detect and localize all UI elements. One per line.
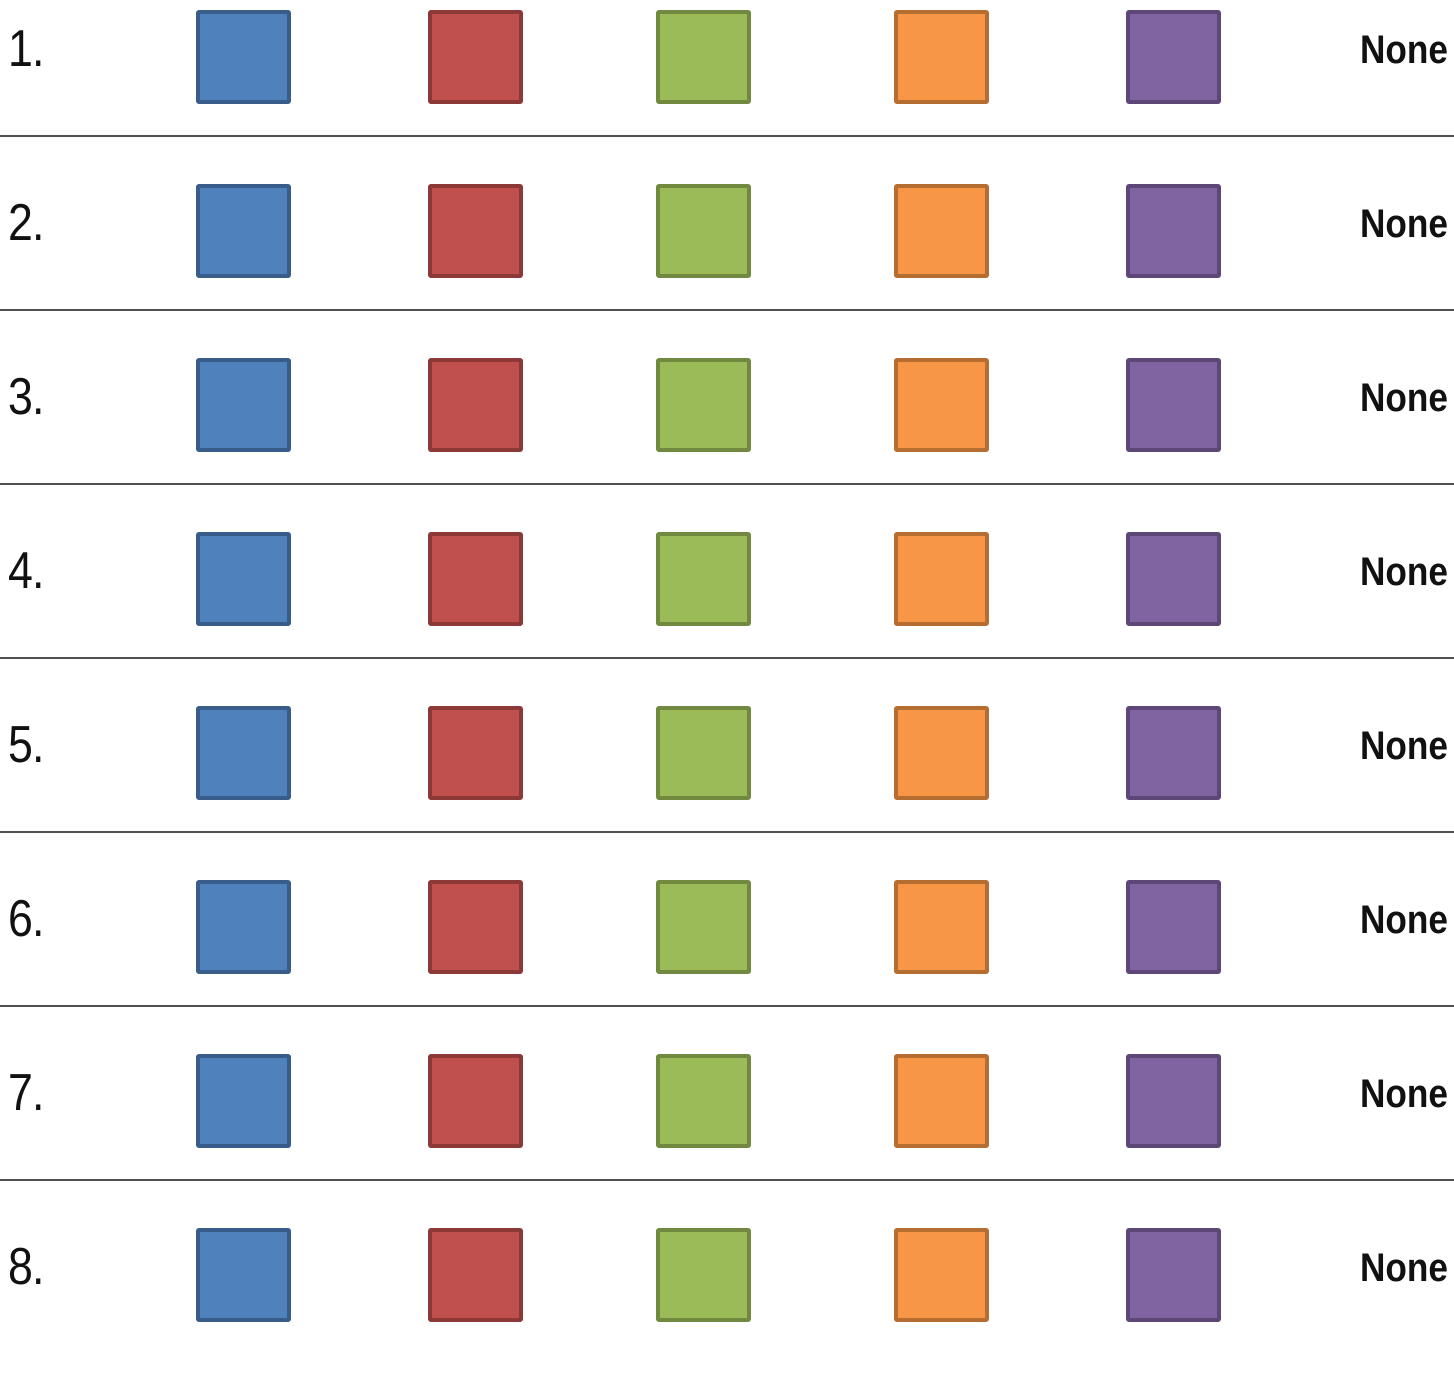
row-number: 3. [8, 368, 44, 426]
row-divider [0, 1005, 1454, 1007]
color-swatch-red[interactable] [428, 880, 523, 974]
color-swatch-green[interactable] [656, 358, 751, 452]
color-swatch-green[interactable] [656, 532, 751, 626]
color-swatch-purple[interactable] [1126, 532, 1221, 626]
row-number: 7. [8, 1064, 44, 1122]
row-number: 2. [8, 194, 44, 252]
row-divider [0, 483, 1454, 485]
color-swatch-purple[interactable] [1126, 358, 1221, 452]
none-option[interactable]: None [1360, 550, 1448, 594]
color-swatch-orange[interactable] [894, 1054, 989, 1148]
none-option[interactable]: None [1360, 898, 1448, 942]
color-swatch-purple[interactable] [1126, 1228, 1221, 1322]
color-swatch-red[interactable] [428, 706, 523, 800]
choice-row: 4. None [0, 522, 1454, 696]
color-swatch-blue[interactable] [196, 1228, 291, 1322]
row-number: 5. [8, 716, 44, 774]
row-number: 4. [8, 542, 44, 600]
none-option[interactable]: None [1360, 202, 1448, 246]
color-swatch-purple[interactable] [1126, 10, 1221, 104]
none-option[interactable]: None [1360, 1246, 1448, 1290]
color-swatch-blue[interactable] [196, 532, 291, 626]
color-swatch-purple[interactable] [1126, 1054, 1221, 1148]
row-divider [0, 309, 1454, 311]
color-swatch-green[interactable] [656, 880, 751, 974]
row-divider [0, 831, 1454, 833]
choice-row: 8. None [0, 1218, 1454, 1392]
color-swatch-orange[interactable] [894, 10, 989, 104]
color-swatch-purple[interactable] [1126, 184, 1221, 278]
row-divider [0, 135, 1454, 137]
color-swatch-red[interactable] [428, 1054, 523, 1148]
row-number: 1. [8, 20, 44, 78]
color-swatch-orange[interactable] [894, 358, 989, 452]
none-option[interactable]: None [1360, 724, 1448, 768]
color-swatch-orange[interactable] [894, 706, 989, 800]
choice-row: 2. None [0, 174, 1454, 348]
color-swatch-red[interactable] [428, 184, 523, 278]
color-swatch-orange[interactable] [894, 1228, 989, 1322]
color-swatch-orange[interactable] [894, 532, 989, 626]
color-swatch-purple[interactable] [1126, 706, 1221, 800]
color-swatch-blue[interactable] [196, 880, 291, 974]
color-swatch-green[interactable] [656, 184, 751, 278]
color-swatch-purple[interactable] [1126, 880, 1221, 974]
color-swatch-orange[interactable] [894, 880, 989, 974]
row-number: 8. [8, 1238, 44, 1296]
color-swatch-red[interactable] [428, 358, 523, 452]
none-option[interactable]: None [1360, 28, 1448, 72]
choice-row: 1. None [0, 0, 1454, 174]
none-option[interactable]: None [1360, 376, 1448, 420]
color-swatch-blue[interactable] [196, 706, 291, 800]
choice-row: 7. None [0, 1044, 1454, 1218]
choice-row: 3. None [0, 348, 1454, 522]
row-divider [0, 657, 1454, 659]
color-swatch-blue[interactable] [196, 10, 291, 104]
none-option[interactable]: None [1360, 1072, 1448, 1116]
color-swatch-red[interactable] [428, 532, 523, 626]
color-swatch-green[interactable] [656, 706, 751, 800]
color-swatch-blue[interactable] [196, 184, 291, 278]
color-swatch-blue[interactable] [196, 1054, 291, 1148]
color-swatch-green[interactable] [656, 1054, 751, 1148]
color-swatch-green[interactable] [656, 10, 751, 104]
color-swatch-orange[interactable] [894, 184, 989, 278]
color-swatch-red[interactable] [428, 1228, 523, 1322]
row-number: 6. [8, 890, 44, 948]
row-divider [0, 1179, 1454, 1181]
color-swatch-red[interactable] [428, 10, 523, 104]
choice-row: 6. None [0, 870, 1454, 1044]
color-swatch-blue[interactable] [196, 358, 291, 452]
color-swatch-green[interactable] [656, 1228, 751, 1322]
choice-row: 5. None [0, 696, 1454, 870]
